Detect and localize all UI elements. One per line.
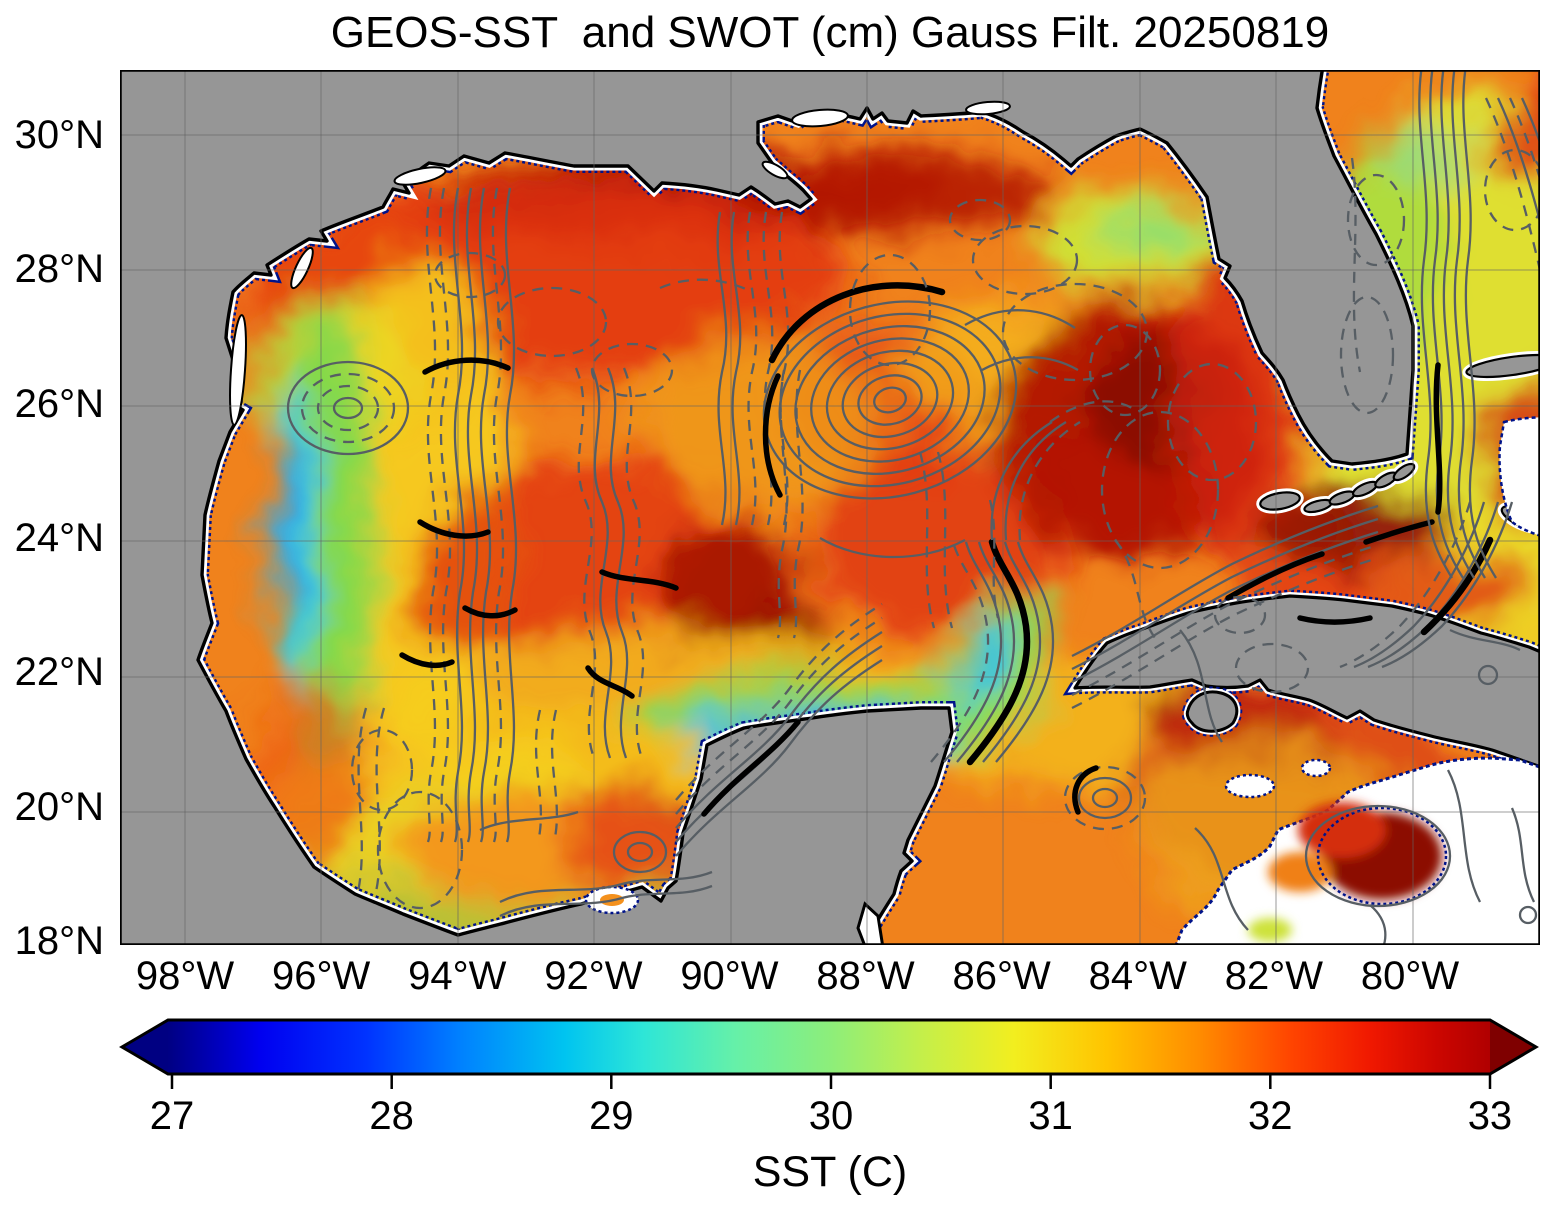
y-tick-label: 30°N [14, 113, 104, 157]
colorbar-gradient [168, 1020, 1490, 1074]
colorbar-left-arrow [122, 1020, 168, 1074]
y-tick-label: 28°N [14, 247, 104, 292]
colorbar-tick-label: 28 [369, 1094, 414, 1138]
colorbar [110, 1016, 1548, 1094]
colorbar-tick-label: 29 [589, 1094, 634, 1138]
y-tick-label: 22°N [14, 650, 104, 695]
chetumal-no-data [856, 901, 885, 945]
x-tick-label: 88°W [816, 954, 915, 998]
x-tick-label: 90°W [680, 954, 779, 998]
x-tick-label: 84°W [1088, 954, 1187, 998]
x-axis-tick-labels: 98°W 96°W 94°W 92°W 90°W 88°W 86°W 84°W 82°W 80°W [130, 954, 1465, 999]
colorbar-tick-marks [170, 1074, 1492, 1089]
gulf-of-mexico-map [120, 70, 1540, 945]
colorbar-right-arrow [1490, 1020, 1536, 1074]
isla-de-la-juventud [1185, 690, 1239, 733]
colorbar-tick-labels: 27 28 29 30 31 32 33 [142, 1094, 1520, 1139]
swot-contours [286, 70, 1540, 945]
colorbar-tick-label: 30 [808, 1094, 854, 1138]
x-tick-label: 96°W [271, 954, 371, 998]
barrier-islands [229, 100, 1011, 426]
y-tick-label: 26°N [14, 381, 104, 426]
colorbar-tick-label: 31 [1028, 1094, 1073, 1138]
gridlines [120, 70, 1540, 945]
x-tick-label: 94°W [408, 954, 507, 998]
y-axis-tick-labels: 30°N 28°N 26°N 24°N 22°N 20°N 18°N [0, 115, 104, 961]
colorbar-label: SST (C) [752, 1148, 908, 1196]
x-tick-label: 86°W [952, 954, 1051, 998]
colorbar-svg [119, 1018, 1539, 1089]
y-tick-label: 24°N [14, 515, 104, 560]
figure-title: GEOS-SST and SWOT (cm) Gauss Filt. 20250… [330, 8, 1330, 57]
x-tick-label: 80°W [1360, 954, 1460, 998]
y-tick-label: 20°N [14, 784, 104, 829]
x-tick-label: 92°W [544, 954, 643, 998]
colorbar-tick-label: 32 [1248, 1094, 1293, 1138]
data-patches-in-no-data [1248, 802, 1448, 942]
colorbar-tick-label: 27 [149, 1094, 195, 1138]
colorbar-tick-label: 33 [1467, 1094, 1513, 1138]
map-plot-area [120, 70, 1540, 945]
x-tick-label: 98°W [135, 954, 235, 998]
x-tick-label: 82°W [1224, 954, 1323, 998]
y-tick-label: 18°N [14, 918, 104, 963]
